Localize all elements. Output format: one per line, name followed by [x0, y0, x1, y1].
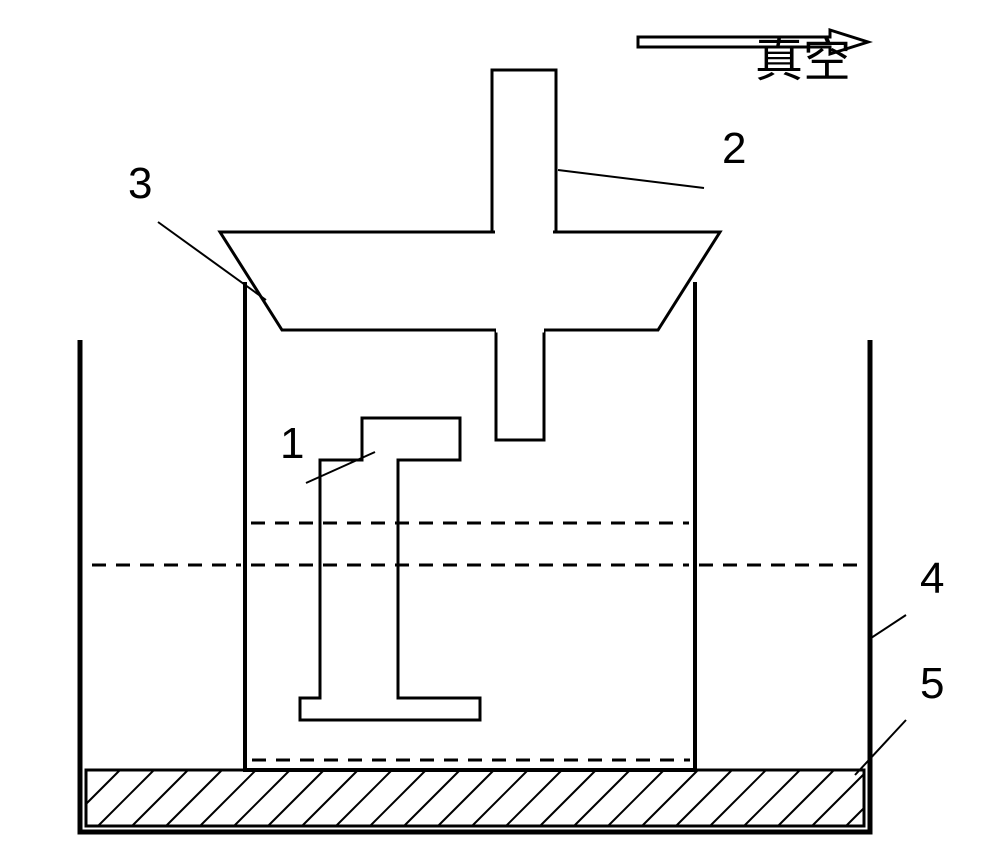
- vacuum-label: 真空: [755, 20, 851, 90]
- callout-4: 4: [920, 554, 944, 604]
- callout-3: 3: [128, 159, 152, 209]
- callout-2: 2: [722, 124, 746, 174]
- callout-1: 1: [280, 419, 304, 469]
- callout-5: 5: [920, 659, 944, 709]
- diagram-svg: [0, 0, 1000, 853]
- diagram-canvas: 真空 1 2 3 4 5: [0, 0, 1000, 853]
